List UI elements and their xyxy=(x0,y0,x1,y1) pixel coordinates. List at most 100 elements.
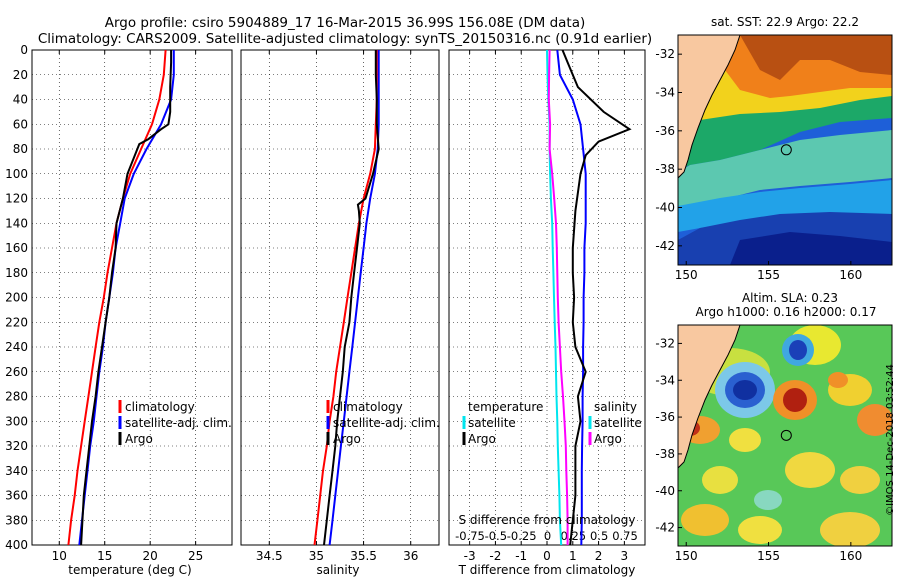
sla-map-subtitle: Argo h1000: 0.16 h2000: 0.17 xyxy=(696,305,877,319)
depth-tick-label: 400 xyxy=(5,538,28,552)
sst-argo-position-marker xyxy=(780,144,792,156)
map-y-tick-label: -38 xyxy=(655,447,675,461)
map-y-tick-label: -34 xyxy=(655,373,675,387)
legend-temperature-title: temperature xyxy=(468,400,543,414)
depth-tick-label: 220 xyxy=(5,315,28,329)
header-line-1: Argo profile: csiro 5904889_17 16-Mar-20… xyxy=(105,15,586,31)
series-t-argo xyxy=(561,50,632,545)
map-x-tick-label: 150 xyxy=(675,549,698,563)
x-tick-label: -1 xyxy=(515,549,527,563)
x-tick-label: 35.5 xyxy=(350,549,377,563)
difference-series xyxy=(546,50,632,545)
x-tick-label: 25 xyxy=(188,549,203,563)
x-tick-label: 34.5 xyxy=(256,549,283,563)
s-tick-label: 0 xyxy=(544,529,551,543)
legend-salinity-title: salinity xyxy=(594,400,637,414)
s-tick-label: -0.75 xyxy=(455,529,485,543)
temperature-series xyxy=(67,50,175,545)
map-x-tick-label: 155 xyxy=(757,268,780,282)
depth-tick-label: 320 xyxy=(5,439,28,453)
depth-tick-label: 260 xyxy=(5,365,28,379)
legend-s-satellite: satellite xyxy=(594,416,642,430)
difference-tick-labels: -3 -2 -1 0 1 2 3 xyxy=(464,549,629,563)
x-tick-label: 10 xyxy=(52,549,67,563)
s-tick-label: 0.5 xyxy=(590,529,608,543)
sla-argo-position-marker xyxy=(780,429,792,441)
map-x-tick-label: 150 xyxy=(675,268,698,282)
series-s-satellite xyxy=(547,50,569,545)
sst-map: sat. SST: 22.9 Argo: 22.2 150 155 160 -32 -3… xyxy=(655,15,893,282)
x-tick-label: 15 xyxy=(97,549,112,563)
salinity-xlabel: salinity xyxy=(316,563,359,577)
depth-tick-label: 160 xyxy=(5,241,28,255)
map-y-tick-label: -32 xyxy=(655,47,675,61)
depth-tick-label: 80 xyxy=(13,142,28,156)
depth-tick-label: 360 xyxy=(5,489,28,503)
x-tick-label: 20 xyxy=(143,549,158,563)
legend-t-satellite: satellite xyxy=(468,416,516,430)
x-tick-label: 0 xyxy=(543,549,551,563)
salinity-tick-labels: 34.5 35 35.5 36 xyxy=(256,549,418,563)
temperature-panel: 0 20 40 60 80 100 120 140 160 180 200 220 240 260 280 3… xyxy=(5,43,233,577)
depth-tick-label: 200 xyxy=(5,291,28,305)
map-y-tick-label: -42 xyxy=(655,239,675,253)
salinity-panel: 34.5 35 35.5 36 salinity climatology satell… xyxy=(240,49,440,577)
sla-map-title: Altim. SLA: 0.23 xyxy=(742,291,838,305)
depth-tick-label: 20 xyxy=(13,68,28,82)
map-y-tick-label: -40 xyxy=(655,201,675,215)
x-tick-label: 36 xyxy=(403,549,418,563)
depth-tick-label: 0 xyxy=(20,43,28,57)
salinity-legend: climatology satellite-adj. clim. Argo xyxy=(326,400,440,446)
map-y-tick-label: -32 xyxy=(655,336,675,350)
t-difference-xlabel: T difference from climatology xyxy=(458,563,636,577)
s-difference-tick-labels: -0.75 -0.5 -0.25 0 0.25 0.5 0.75 xyxy=(455,529,638,543)
temperature-tick-labels: 10 15 20 25 xyxy=(52,549,204,563)
map-y-tick-label: -38 xyxy=(655,162,675,176)
x-tick-label: 3 xyxy=(621,549,629,563)
depth-tick-label: 40 xyxy=(13,93,28,107)
sst-map-title: sat. SST: 22.9 Argo: 22.2 xyxy=(711,15,859,29)
depth-tick-label: 380 xyxy=(5,513,28,527)
series-argo xyxy=(323,50,380,545)
map-y-tick-label: -42 xyxy=(655,521,675,535)
depth-tick-label: 140 xyxy=(5,216,28,230)
sla-map-ticks: 150 155 160 -32 -34 -36 -38 -40 -42 xyxy=(655,336,862,563)
series-s-argo xyxy=(556,50,587,545)
depth-tick-label: 120 xyxy=(5,192,28,206)
x-tick-label: -3 xyxy=(464,549,476,563)
x-tick-label: 1 xyxy=(569,549,577,563)
temperature-xlabel: temperature (deg C) xyxy=(68,563,191,577)
depth-tick-label: 300 xyxy=(5,414,28,428)
depth-tick-label: 100 xyxy=(5,167,28,181)
depth-tick-label: 180 xyxy=(5,266,28,280)
x-tick-label: 35 xyxy=(309,549,324,563)
sst-map-field xyxy=(678,35,892,265)
difference-panel: -3 -2 -1 0 1 2 3 -0.75 -0.5 -0.25 0 0.25 0.5 0.75 S … xyxy=(448,49,646,577)
temperature-legend-climatology: climatology xyxy=(125,400,195,414)
x-tick-label: -2 xyxy=(489,549,501,563)
map-x-tick-label: 160 xyxy=(839,549,862,563)
map-y-tick-label: -36 xyxy=(655,124,675,138)
sst-map-ticks: 150 155 160 -32 -34 -36 -38 -40 -42 xyxy=(655,47,862,282)
s-tick-label: -0.25 xyxy=(507,529,537,543)
depth-tick-label: 280 xyxy=(5,390,28,404)
map-y-tick-label: -36 xyxy=(655,410,675,424)
depth-tick-label: 60 xyxy=(13,117,28,131)
legend-s-argo: Argo xyxy=(594,432,622,446)
difference-legend-salinity: salinity satellite Argo xyxy=(588,400,642,446)
s-difference-label: S difference from climatology xyxy=(459,513,636,527)
temperature-legend: climatology satellite-adj. clim. Argo xyxy=(118,400,232,446)
s-tick-label: 0.75 xyxy=(612,529,638,543)
header-line-2: Climatology: CARS2009. Satellite-adjuste… xyxy=(38,31,652,47)
salinity-grid xyxy=(241,50,439,545)
salinity-series xyxy=(313,50,380,545)
depth-tick-label: 240 xyxy=(5,340,28,354)
salinity-legend-argo: Argo xyxy=(333,432,361,446)
salinity-legend-climatology: climatology xyxy=(333,400,403,414)
temperature-grid xyxy=(32,50,232,545)
x-tick-label: 2 xyxy=(595,549,603,563)
s-tick-label: -0.5 xyxy=(485,529,507,543)
map-y-tick-label: -40 xyxy=(655,484,675,498)
sla-map-field xyxy=(678,325,892,546)
